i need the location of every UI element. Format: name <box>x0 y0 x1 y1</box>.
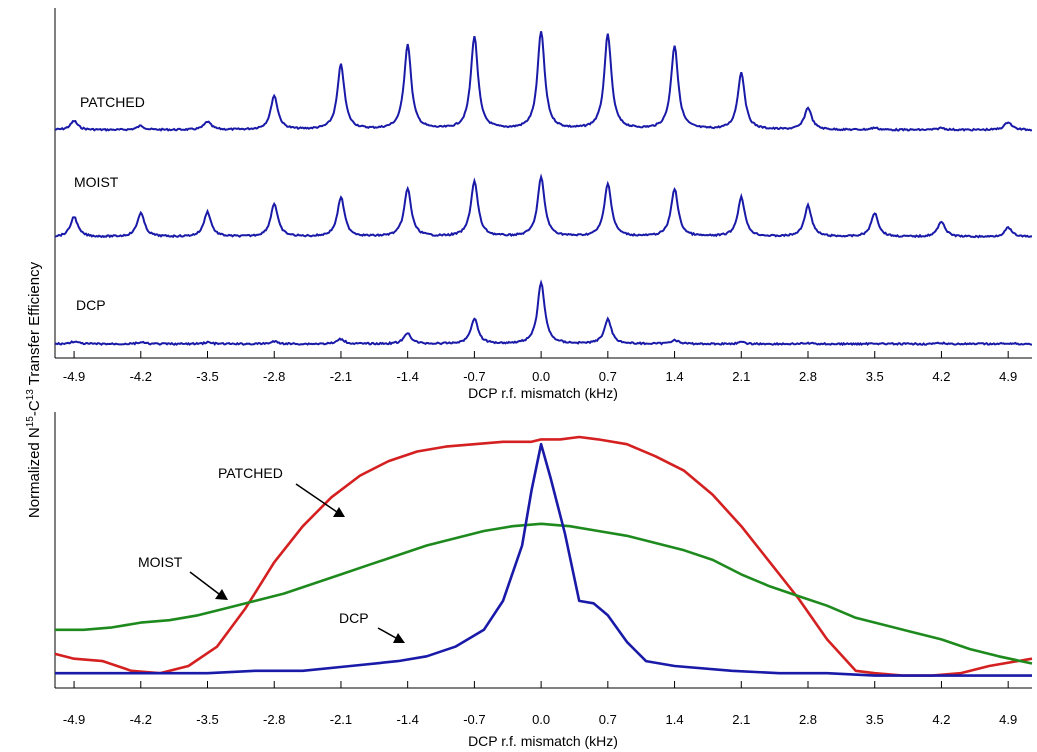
top-series-dcp <box>54 279 1033 347</box>
bottom-x-tick-label: -4.9 <box>63 712 85 727</box>
bottom-x-tick-label: 3.5 <box>866 712 884 727</box>
top-ticks: -4.9 -4.2 -3.5 -2.8 -2.1 -1.4 -0.7 0.0 0.7 1.4 2.1… <box>63 351 1017 384</box>
bottom-x-tick-label: -2.1 <box>330 712 352 727</box>
top-x-axis-title: DCP r.f. mismatch (kHz) <box>468 385 618 401</box>
top-x-tick-label: 4.9 <box>999 369 1017 384</box>
bottom-x-tick-label: 4.9 <box>999 712 1017 727</box>
top-x-tick-label: 4.2 <box>932 369 950 384</box>
top-label-patched: PATCHED <box>80 94 145 110</box>
bottom-x-tick-label: 1.4 <box>666 712 684 727</box>
top-x-tick-label: -4.2 <box>130 369 152 384</box>
bottom-label-dcp: DCP <box>339 610 369 626</box>
bottom-x-tick-label: -2.8 <box>263 712 285 727</box>
top-x-tick-label: 1.4 <box>666 369 684 384</box>
bottom-x-tick-label: -1.4 <box>396 712 418 727</box>
top-traces <box>54 31 1033 347</box>
y-axis-label-sup1: 15 <box>25 416 36 428</box>
y-axis-label-tail: Transfer Efficiency <box>26 261 43 389</box>
bottom-panel: -4.9 -4.2 -3.5 -2.8 -2.1 -1.4 -0.7 0.0 0.7 1.4 2.1… <box>54 412 1033 749</box>
top-panel: -4.9 -4.2 -3.5 -2.8 -2.1 -1.4 -0.7 0.0 0.7 1.4 2.1… <box>54 8 1033 401</box>
moist-arrow-head <box>215 589 228 600</box>
bottom-traces <box>54 435 1033 677</box>
top-x-tick-label: -3.5 <box>196 369 218 384</box>
dcp-arrow-head <box>393 633 405 643</box>
top-x-tick-label: 0.0 <box>532 369 550 384</box>
y-axis-label: Normalized N15-C13 Transfer Efficiency <box>25 261 43 518</box>
top-series-patched <box>55 31 1033 132</box>
bottom-x-tick-label: 2.8 <box>799 712 817 727</box>
top-series-moist <box>54 173 1032 239</box>
patched-arrow-head <box>333 507 345 517</box>
bottom-series-moist <box>55 522 1033 665</box>
top-x-tick-label: -0.7 <box>463 369 485 384</box>
bottom-ticks: -4.9 -4.2 -3.5 -2.8 -2.1 -1.4 -0.7 0.0 0.7 1.4 2.1… <box>63 681 1017 727</box>
dcp-arrow <box>377 627 397 639</box>
y-axis-label-mid: -C <box>26 400 43 416</box>
y-axis-label-sup2: 13 <box>25 389 36 401</box>
top-x-tick-label: -2.1 <box>330 369 352 384</box>
top-x-tick-label: 0.7 <box>599 369 617 384</box>
bottom-label-patched: PATCHED <box>218 465 283 481</box>
top-x-tick-label: 3.5 <box>866 369 884 384</box>
bottom-x-tick-label: -3.5 <box>196 712 218 727</box>
patched-arrow <box>295 483 338 513</box>
top-x-tick-label: -4.9 <box>63 369 85 384</box>
top-label-moist: MOIST <box>74 174 119 190</box>
bottom-x-tick-label: 4.2 <box>932 712 950 727</box>
top-label-dcp: DCP <box>76 297 106 313</box>
bottom-x-tick-label: 0.0 <box>532 712 550 727</box>
top-x-tick-label: 2.8 <box>799 369 817 384</box>
top-x-tick-label: 2.1 <box>732 369 750 384</box>
bottom-x-tick-label: 2.1 <box>732 712 750 727</box>
bottom-x-tick-label: -0.7 <box>463 712 485 727</box>
bottom-series-patched <box>54 435 1033 677</box>
y-axis-label-main: Normalized N <box>26 427 43 518</box>
top-x-tick-label: -1.4 <box>396 369 418 384</box>
bottom-series-dcp <box>55 442 1032 677</box>
top-x-tick-label: -2.8 <box>263 369 285 384</box>
bottom-x-tick-label: 0.7 <box>599 712 617 727</box>
bottom-label-moist: MOIST <box>138 554 183 570</box>
bottom-x-axis-title: DCP r.f. mismatch (kHz) <box>468 733 618 749</box>
moist-arrow <box>189 571 220 595</box>
bottom-x-tick-label: -4.2 <box>130 712 152 727</box>
